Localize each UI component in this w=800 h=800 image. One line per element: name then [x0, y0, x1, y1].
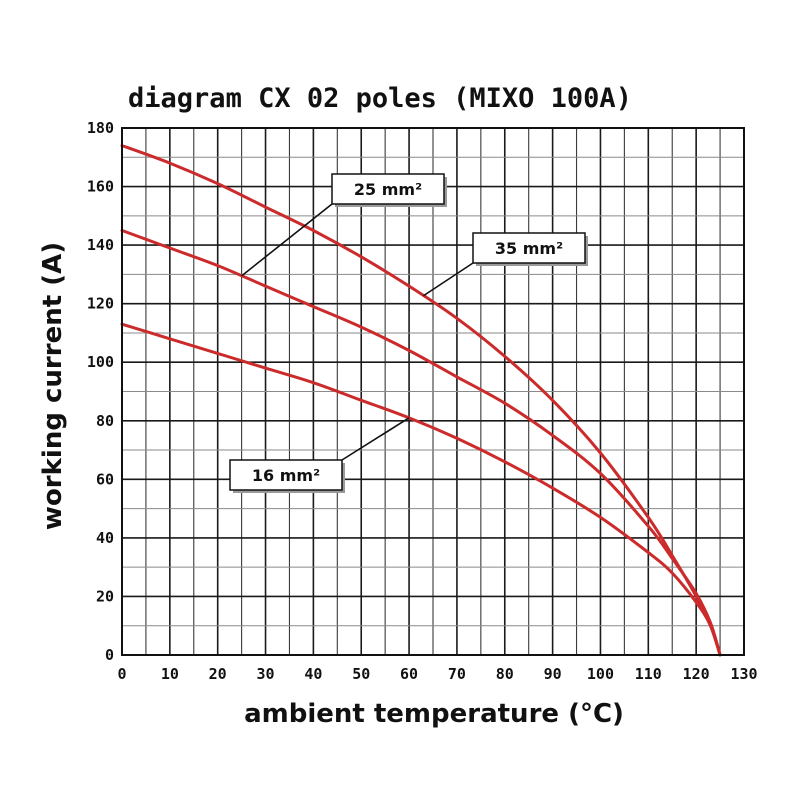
y-tick-label: 80 [96, 412, 114, 430]
tick-labels: 0 10 20 30 40 50 60 70 80 90 100 110 120 130 0 20 40 60 80… [87, 119, 758, 683]
plot-frame [121, 127, 745, 656]
x-tick-label: 80 [496, 665, 514, 683]
y-tick-label: 0 [105, 646, 114, 664]
y-axis-label: working current (A) [38, 242, 68, 530]
callout-leader [341, 417, 410, 461]
callout-box [472, 232, 586, 264]
series-lines [120, 144, 722, 657]
x-tick-label: 10 [161, 665, 179, 683]
x-tick-label: 60 [400, 665, 418, 683]
callouts: 25 mm² 35 mm² 16 mm² [229, 173, 588, 493]
chart-title: diagram CX 02 poles (MIXO 100A) [128, 83, 632, 114]
callout-box [229, 459, 343, 491]
grid [122, 128, 744, 655]
x-tick-label: 130 [730, 665, 757, 683]
callout-label: 16 mm² [252, 466, 320, 485]
x-tick-label: 30 [257, 665, 275, 683]
y-tick-label: 160 [87, 178, 114, 196]
x-tick-label: 110 [635, 665, 662, 683]
callout-label: 35 mm² [495, 239, 563, 258]
y-tick-label: 180 [87, 119, 114, 137]
series-line [120, 229, 722, 657]
x-tick-label: 20 [209, 665, 227, 683]
y-tick-label: 120 [87, 295, 114, 313]
y-tick-label: 60 [96, 470, 114, 488]
x-tick-label: 120 [683, 665, 710, 683]
x-tick-label: 90 [544, 665, 562, 683]
x-tick-label: 40 [304, 665, 322, 683]
y-tick-label: 40 [96, 529, 114, 547]
y-tick-label: 20 [96, 587, 114, 605]
series-line [120, 322, 722, 657]
x-axis-label: ambient temperature (°C) [244, 699, 624, 729]
x-tick-label: 70 [448, 665, 466, 683]
callout-box [331, 173, 445, 205]
x-tick-label: 50 [352, 665, 370, 683]
callout-leader [241, 203, 333, 277]
callout-leader [422, 262, 474, 297]
x-tick-label: 100 [587, 665, 614, 683]
y-tick-label: 100 [87, 353, 114, 371]
callout-label: 25 mm² [354, 180, 422, 199]
x-tick-label: 0 [117, 665, 126, 683]
y-tick-label: 140 [87, 236, 114, 254]
